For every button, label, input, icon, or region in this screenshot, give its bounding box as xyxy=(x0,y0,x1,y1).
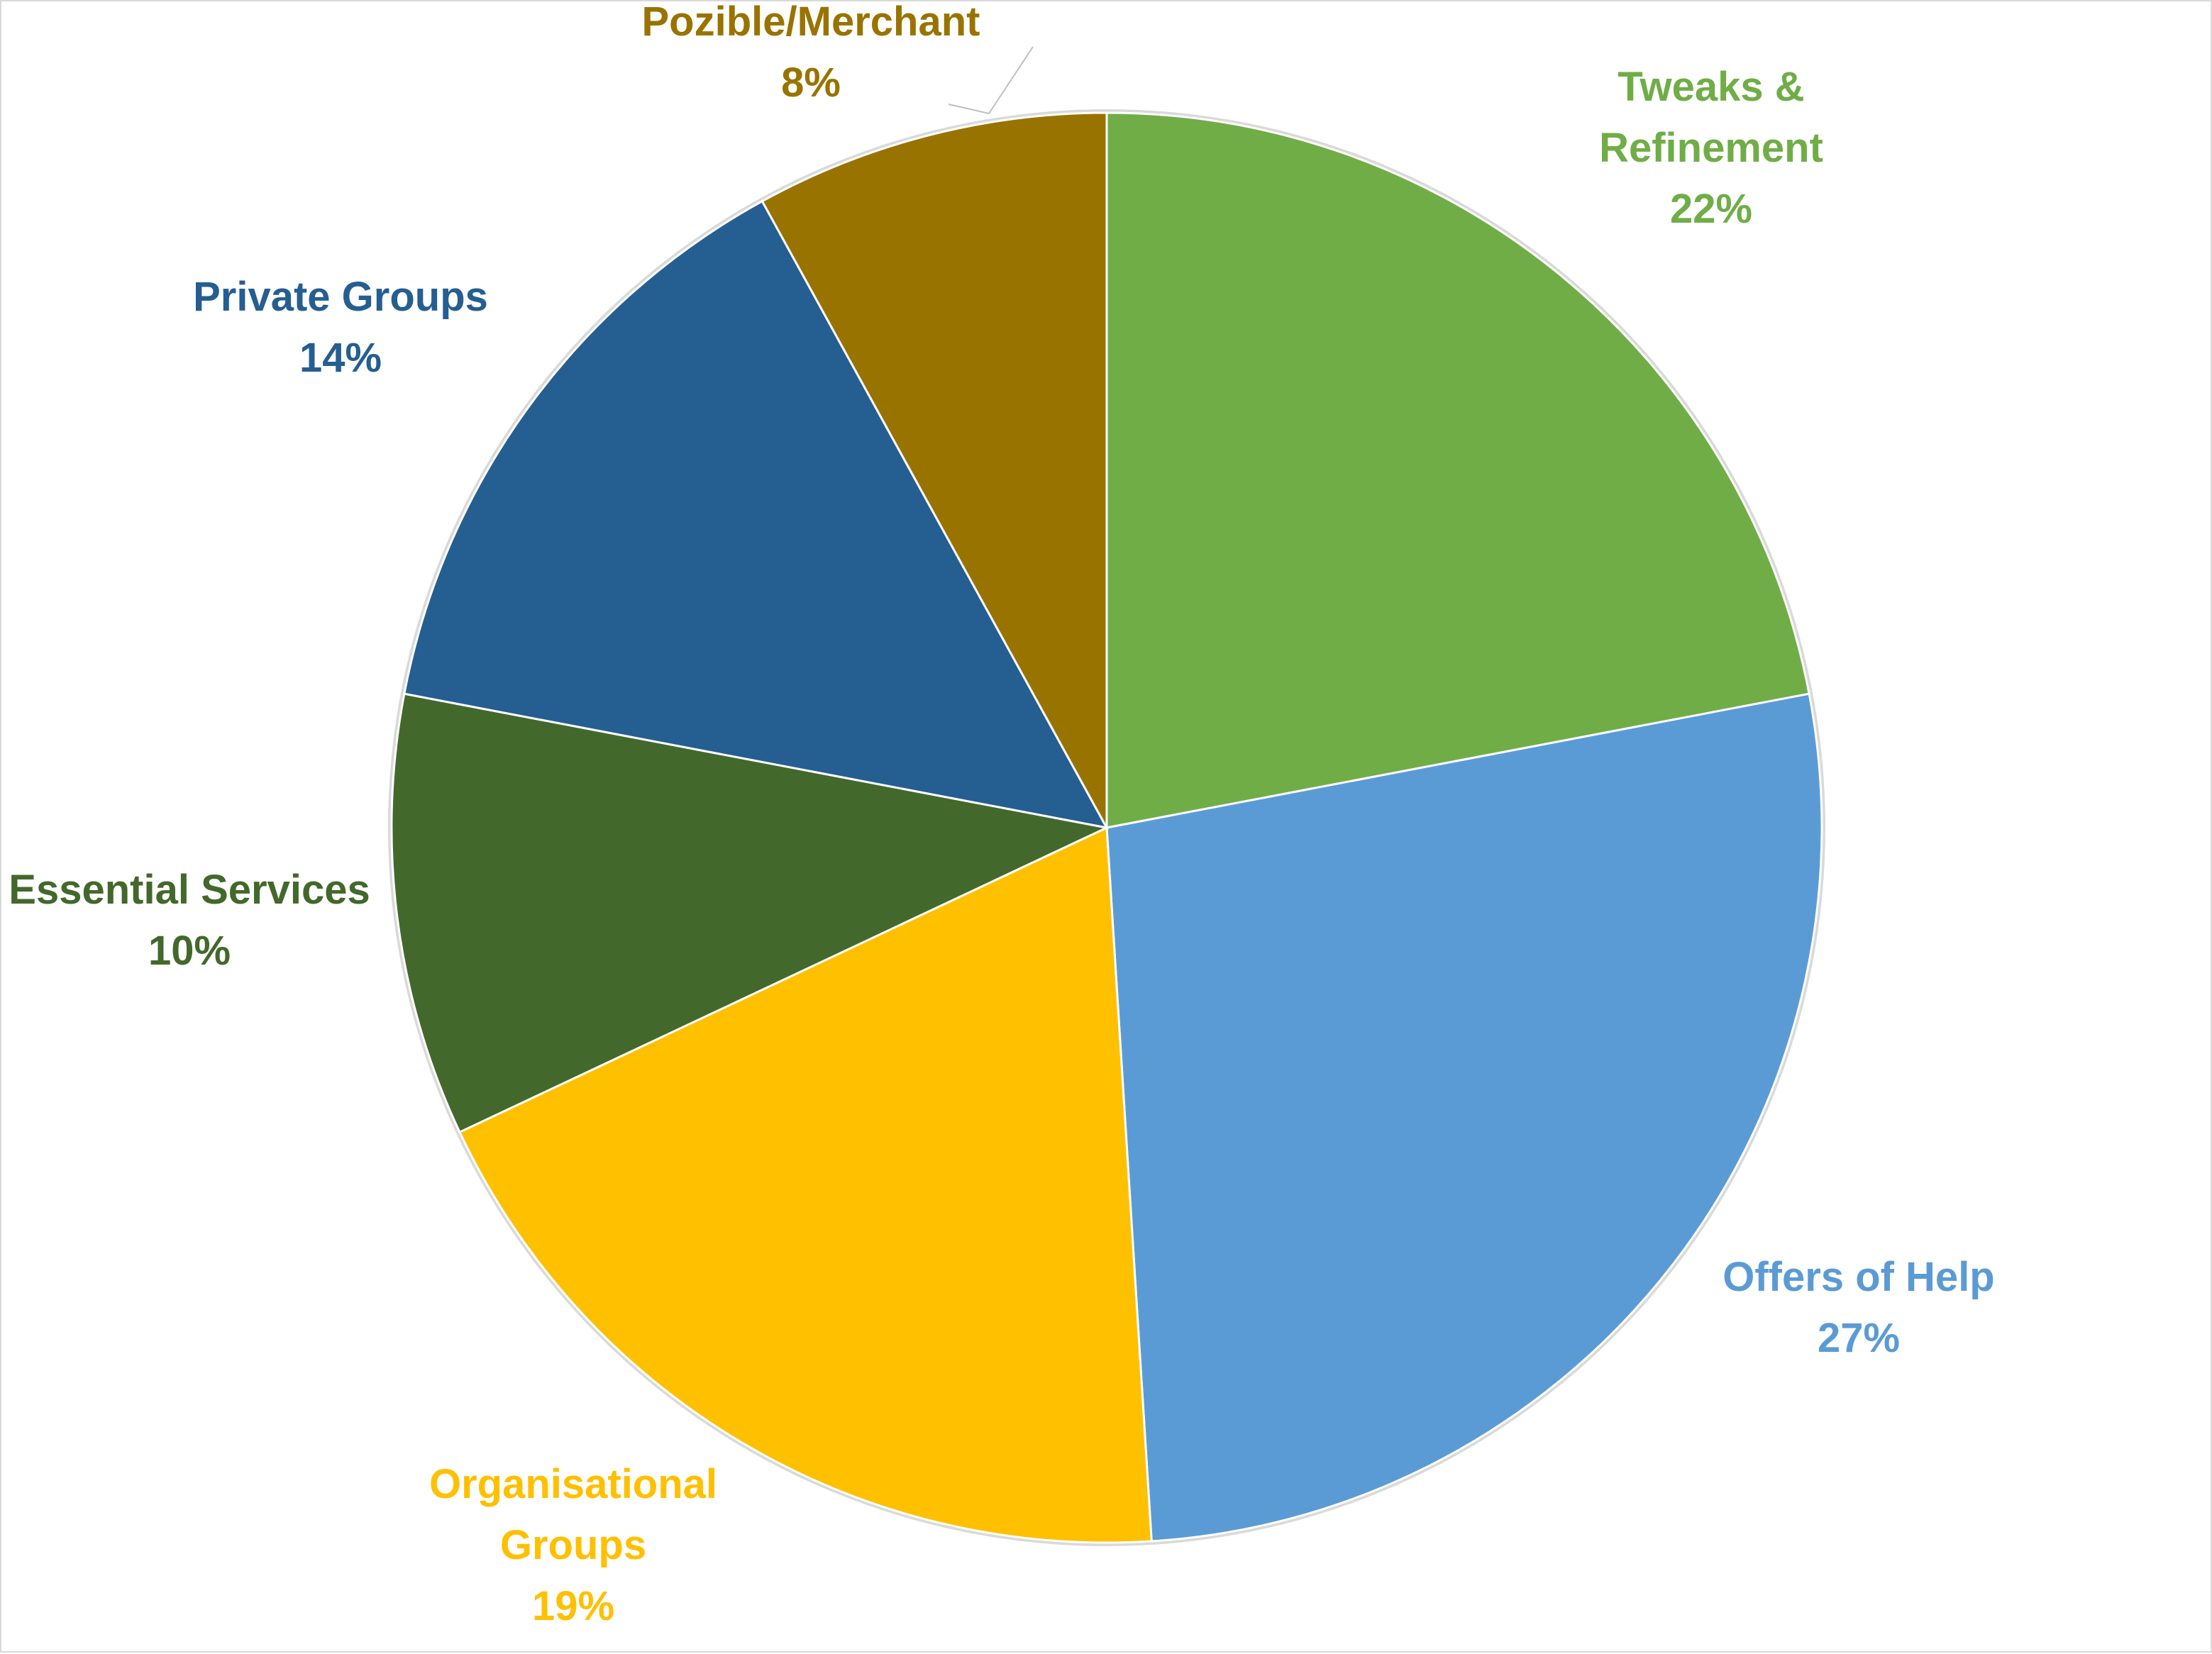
pie-slice-pozible-merchant xyxy=(761,111,1108,828)
data-label-percent: 19% xyxy=(532,1583,614,1629)
data-label-category: Pozible/Merchant xyxy=(642,1,980,45)
data-label-category: Essential Services xyxy=(9,867,370,913)
data-label-category: Organisational xyxy=(429,1461,717,1507)
data-label-percent: 10% xyxy=(148,928,231,974)
data-label-percent: 14% xyxy=(299,335,382,381)
pie-slice-essential-services xyxy=(390,692,1110,1134)
data-label-category: Tweaks & xyxy=(1617,64,1804,110)
data-label: Private Groups 14% xyxy=(193,274,488,381)
data-label-category: Refinement xyxy=(1599,125,1823,171)
data-label: Offers of Help 27% xyxy=(1722,1254,1995,1361)
data-label-percent: 8% xyxy=(781,60,841,106)
pie-slice-tweaks-refinement xyxy=(1105,111,1810,829)
data-label: Tweaks & Refinement 22% xyxy=(1599,64,1823,232)
data-label: Organisational Groups 19% xyxy=(429,1461,717,1629)
data-label-category: Groups xyxy=(500,1522,646,1568)
leader-lines xyxy=(948,46,1034,115)
data-label-percent: 27% xyxy=(1818,1315,1900,1361)
data-labels: Tweaks & Refinement 22% Offers of Help 27% Or… xyxy=(9,1,1994,1629)
data-label: Essential Services 10% xyxy=(9,867,370,974)
data-label: Pozible/Merchant 8% xyxy=(642,1,980,106)
pie-slice-organisational-groups xyxy=(458,826,1153,1544)
pie-slice-private-groups xyxy=(403,199,1109,830)
data-label-category: Offers of Help xyxy=(1722,1254,1995,1300)
data-label-percent: 22% xyxy=(1670,186,1752,232)
pie-slice-offers-of-help xyxy=(1105,692,1823,1543)
leader-line xyxy=(948,46,1034,115)
data-label-category: Private Groups xyxy=(193,274,488,320)
pie-slices xyxy=(388,109,1825,1546)
